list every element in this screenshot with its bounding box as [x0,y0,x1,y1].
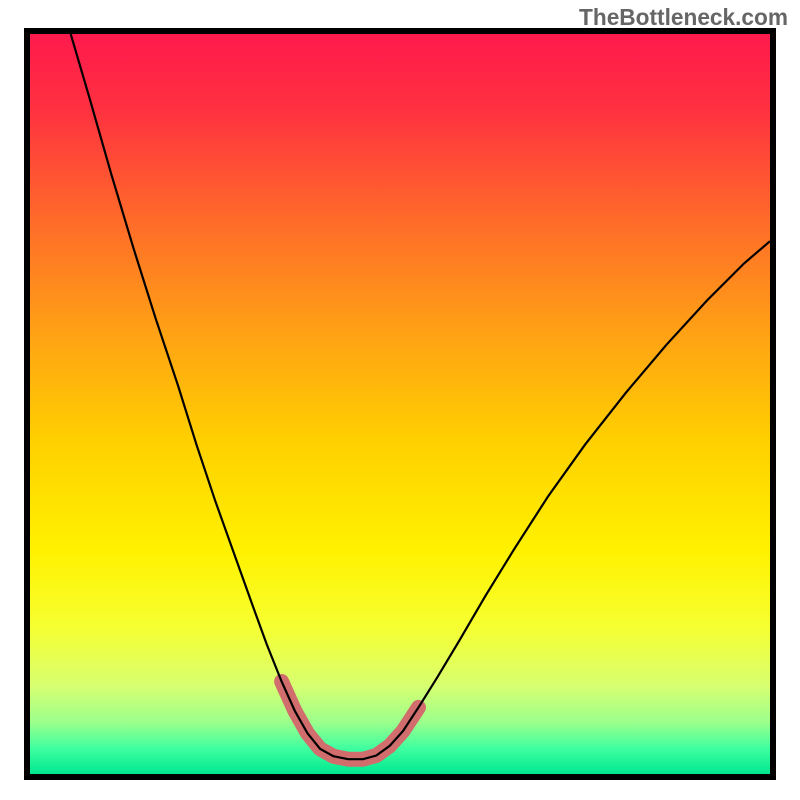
chart-container: TheBottleneck.com [0,0,800,800]
curve-layer [30,34,770,774]
bottleneck-curve [71,34,770,759]
highlight-curve [282,682,419,760]
watermark-text: TheBottleneck.com [579,4,788,31]
plot-frame [24,28,776,780]
